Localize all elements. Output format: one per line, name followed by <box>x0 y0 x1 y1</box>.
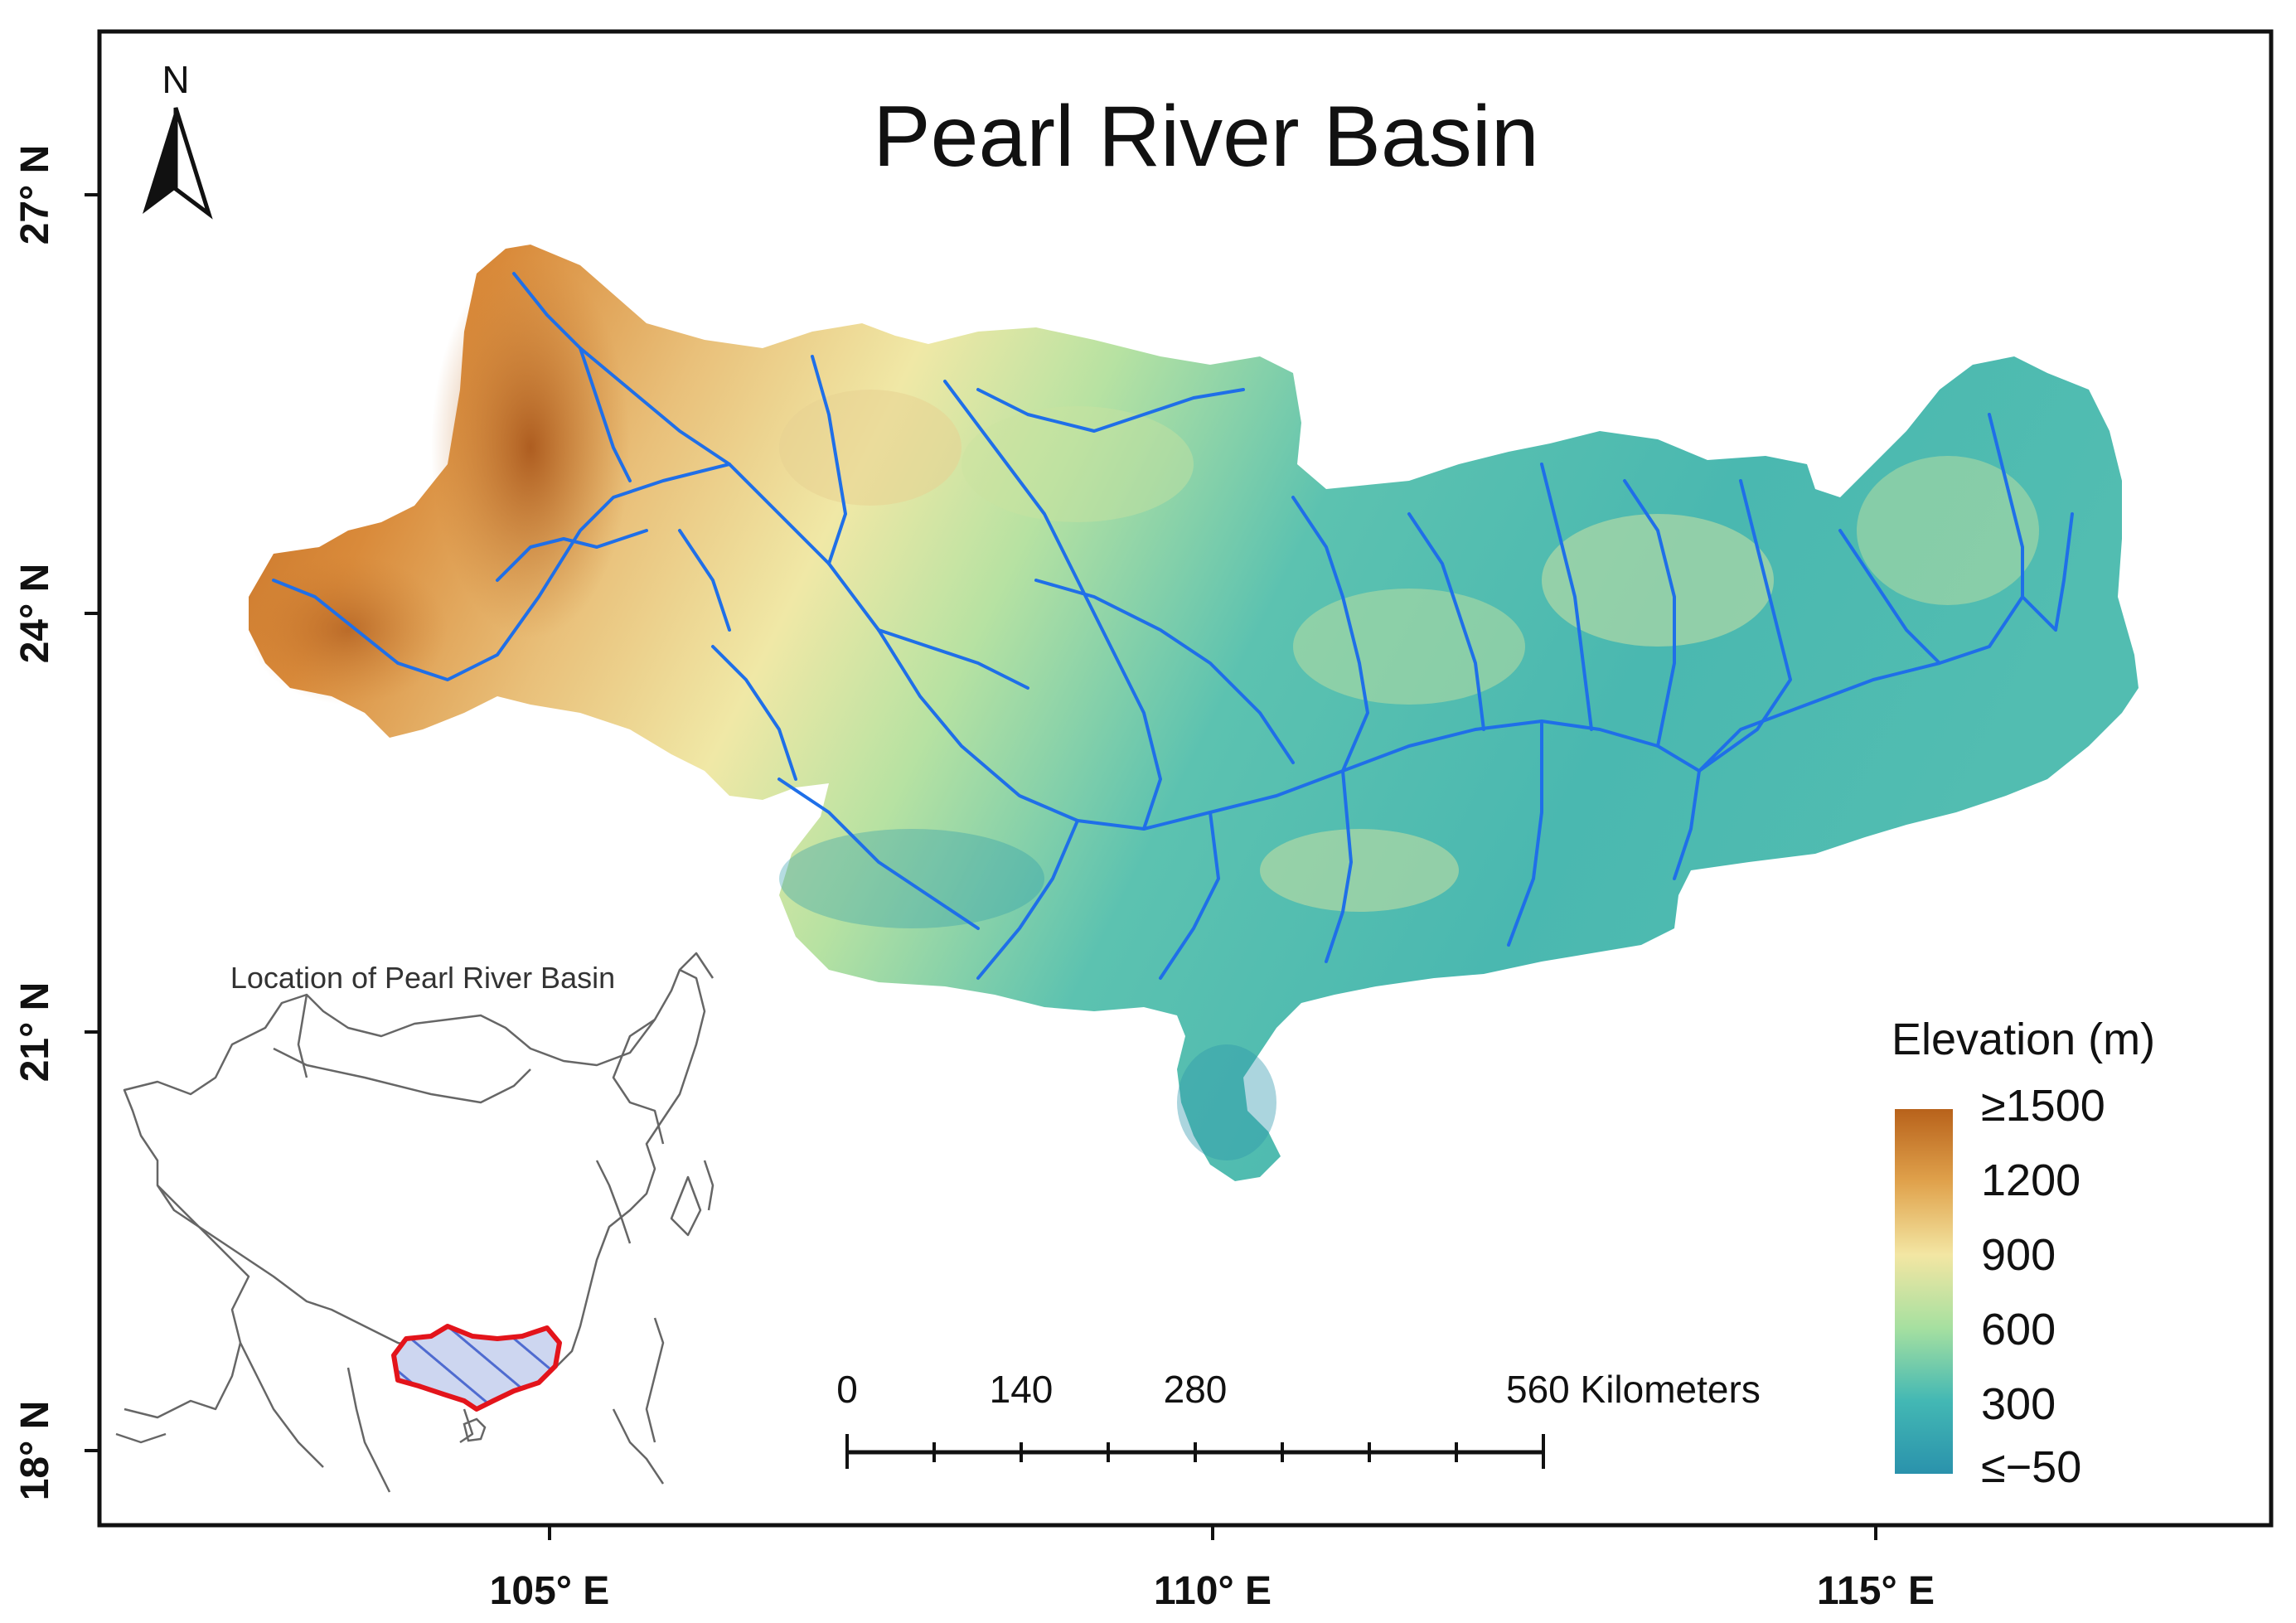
legend-label-600: 600 <box>1981 1305 2056 1354</box>
scale-label-560-km: 560 Kilometers <box>1506 1368 1761 1411</box>
north-label: N <box>162 58 189 101</box>
legend-label-1200: 1200 <box>1981 1155 2080 1205</box>
main-river <box>512 272 1701 831</box>
scale-bar: 0 140 280 560 Kilometers <box>836 1368 1761 1469</box>
scale-label-280: 280 <box>1164 1368 1228 1411</box>
lat-label-18: 18° N <box>13 1401 57 1501</box>
lon-label-105: 105° E <box>490 1569 610 1613</box>
legend-label-900: 900 <box>1981 1230 2056 1280</box>
lat-label-27: 27° N <box>13 145 57 245</box>
basin-area <box>249 245 2139 1181</box>
inset-country-outlines <box>123 968 706 1378</box>
north-arrow-icon: N <box>143 58 213 220</box>
inset-basin-highlight <box>391 1324 562 1412</box>
lat-label-24: 24° N <box>13 564 57 664</box>
inset-title: Location of Pearl River Basin <box>230 961 615 995</box>
map-title: Pearl River Basin <box>873 89 1538 185</box>
lat-ticks <box>85 193 99 1452</box>
lat-label-21: 21° N <box>13 982 57 1083</box>
legend-label-1500: ≥1500 <box>1981 1081 2105 1131</box>
legend-color-ramp <box>1895 1109 1953 1474</box>
river-network <box>272 272 2074 980</box>
lon-label-110: 110° E <box>1154 1569 1272 1613</box>
lon-label-115: 115° E <box>1817 1569 1935 1613</box>
elevation-legend: Elevation (m) ≥1500 1200 900 600 300 ≤−5… <box>1892 1015 2155 1492</box>
legend-title: Elevation (m) <box>1892 1015 2155 1064</box>
inset-hainan-island <box>463 1417 487 1442</box>
scale-label-0: 0 <box>836 1368 858 1411</box>
legend-label-300: 300 <box>1981 1379 2056 1429</box>
legend-label-minus-50: ≤−50 <box>1981 1442 2081 1492</box>
lon-ticks <box>548 1525 1877 1540</box>
inset-location-map: Location of Pearl River Basin <box>115 952 714 1493</box>
scale-label-140: 140 <box>990 1368 1054 1411</box>
